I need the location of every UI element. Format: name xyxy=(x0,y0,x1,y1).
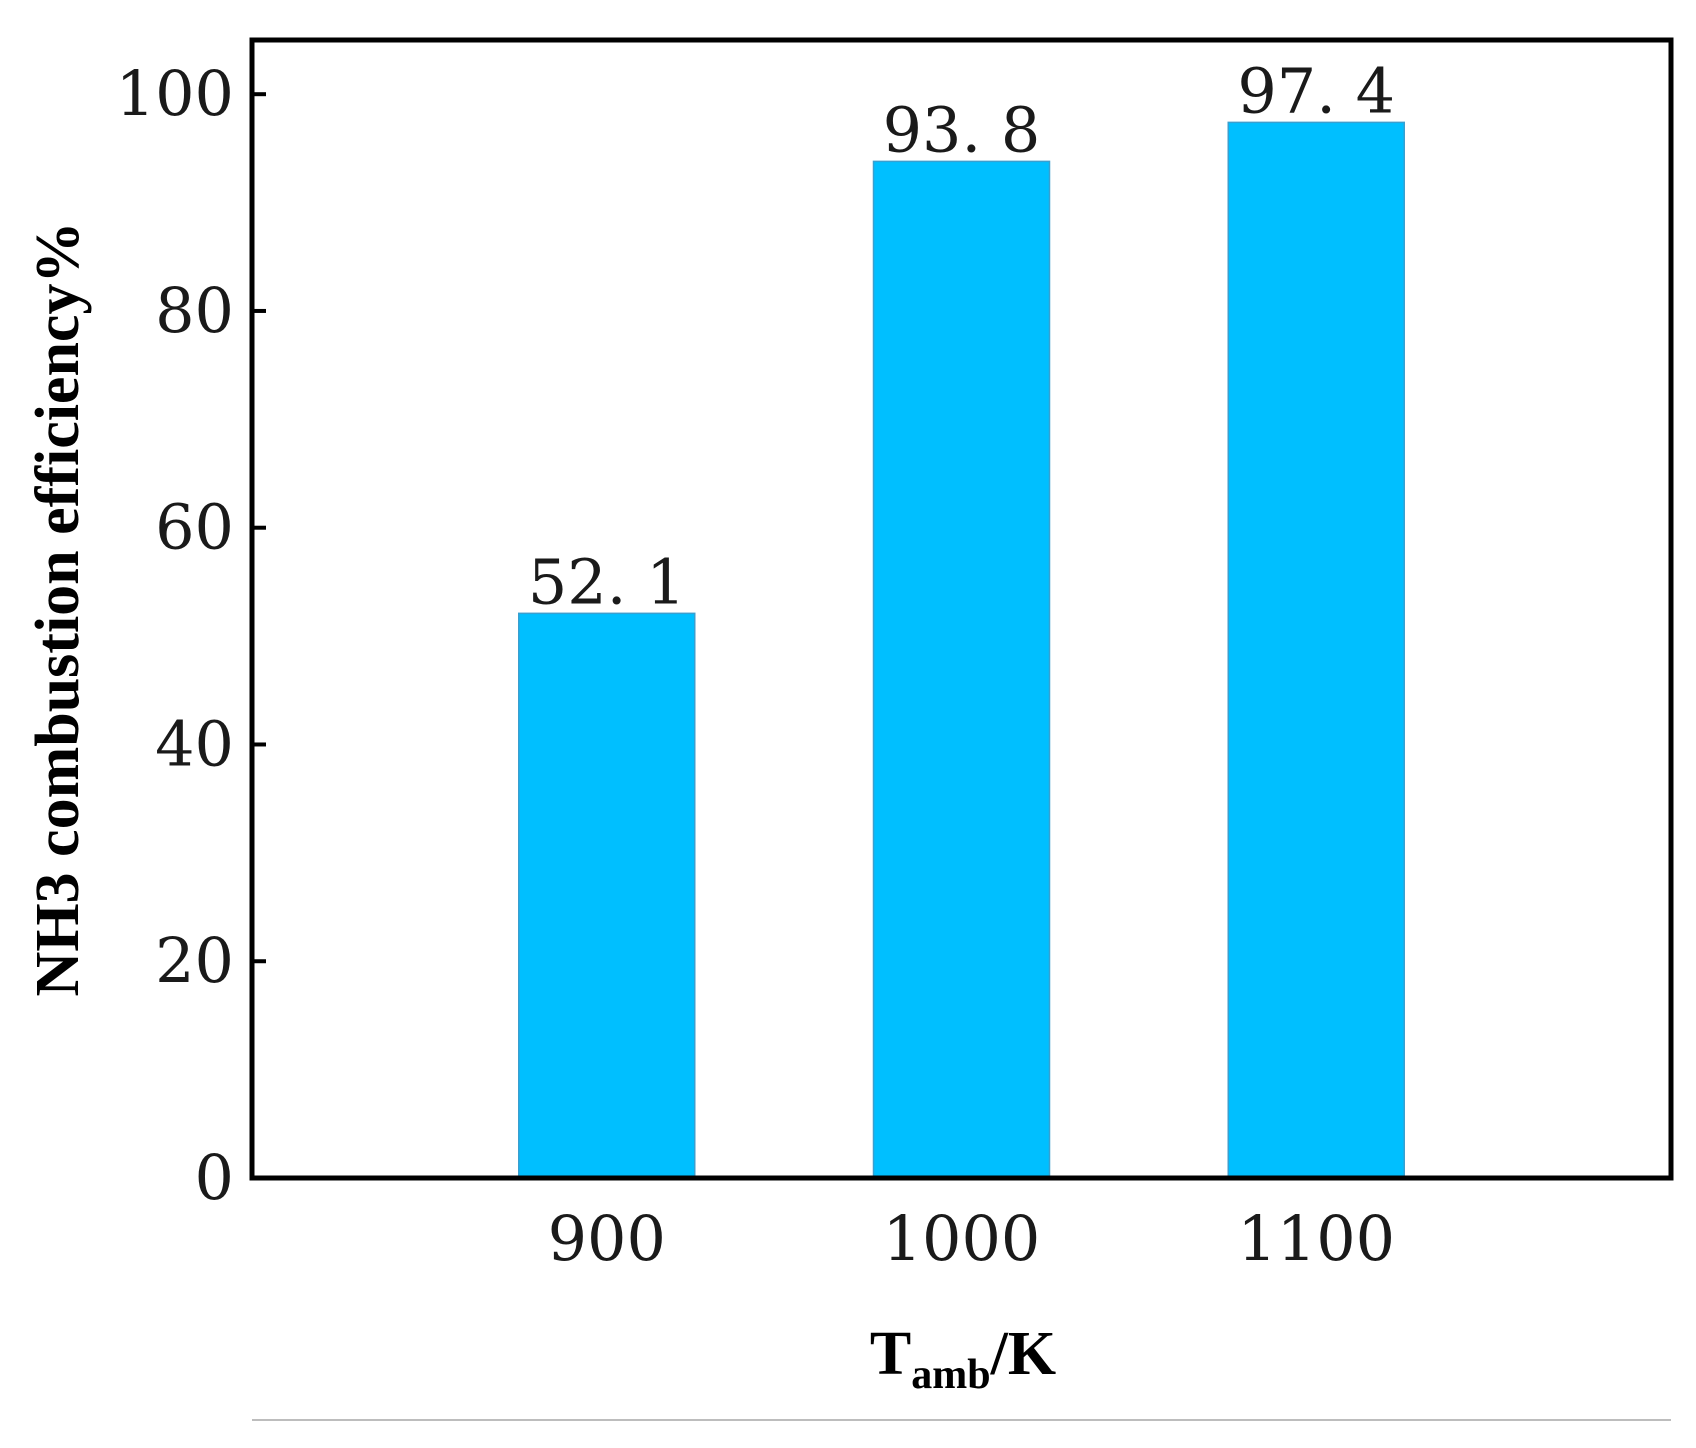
bar-1100 xyxy=(1227,121,1405,1179)
y-tick-label-20: 20 xyxy=(155,924,234,997)
x-tick-label-900: 900 xyxy=(548,1202,666,1275)
y-tick-label-80: 80 xyxy=(155,274,234,347)
y-tick-label-0: 0 xyxy=(195,1141,234,1214)
bar-1000 xyxy=(872,160,1051,1179)
x-axis-title: Tamb/K xyxy=(870,1320,1056,1398)
y-tick-label-100: 100 xyxy=(116,57,234,130)
y-tick-label-40: 40 xyxy=(155,707,234,780)
x-axis-title-main: T xyxy=(870,1320,911,1388)
x-axis-title-subscript: amb xyxy=(911,1352,990,1398)
y-tick-label-60: 60 xyxy=(155,491,234,564)
bar-value-labels: 52. 1 93. 8 97. 4 xyxy=(528,54,1395,618)
bar-value-label-900: 52. 1 xyxy=(528,545,686,618)
x-axis-title-suffix: /K xyxy=(990,1320,1056,1388)
bars xyxy=(518,121,1405,1179)
bar-900 xyxy=(518,612,696,1179)
x-axis: 900 1000 1100 xyxy=(548,1202,1396,1275)
x-tick-label-1000: 1000 xyxy=(883,1202,1041,1275)
y-axis-title: NH3 combustion efficiency% xyxy=(24,222,92,997)
bar-value-label-1100: 97. 4 xyxy=(1237,54,1395,127)
x-tick-label-1100: 1100 xyxy=(1237,1202,1395,1275)
bar-value-label-1000: 93. 8 xyxy=(883,93,1041,166)
plot-frame xyxy=(249,37,1674,1181)
y-axis: 0 20 40 60 80 100 xyxy=(116,57,266,1214)
